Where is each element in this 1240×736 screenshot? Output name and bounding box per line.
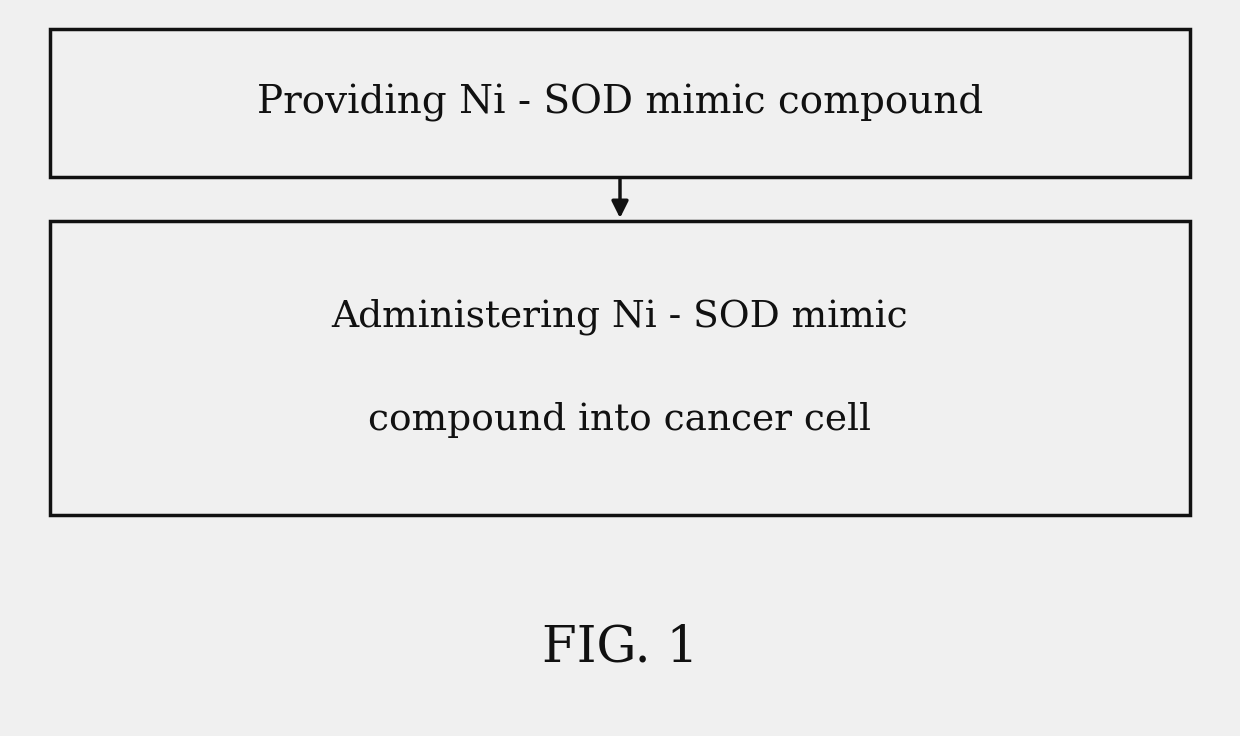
Text: Administering Ni - SOD mimic: Administering Ni - SOD mimic bbox=[331, 298, 909, 335]
Text: Providing Ni - SOD mimic compound: Providing Ni - SOD mimic compound bbox=[257, 84, 983, 122]
FancyBboxPatch shape bbox=[50, 221, 1190, 515]
Text: FIG. 1: FIG. 1 bbox=[542, 623, 698, 673]
Text: compound into cancer cell: compound into cancer cell bbox=[368, 402, 872, 437]
FancyBboxPatch shape bbox=[50, 29, 1190, 177]
